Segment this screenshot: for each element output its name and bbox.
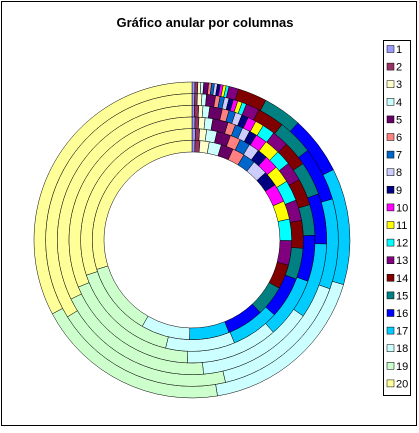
legend-label: 4 — [396, 97, 402, 109]
chart-title: Gráfico anular por columnas — [117, 15, 294, 30]
legend-swatch — [386, 221, 395, 229]
legend-label: 9 — [396, 185, 402, 197]
legend-label: 13 — [396, 255, 408, 267]
legend-label: 10 — [396, 202, 408, 214]
legend-label: 3 — [396, 79, 402, 91]
legend-swatch — [386, 45, 395, 53]
legend-swatch — [386, 274, 395, 282]
legend-swatch — [386, 62, 395, 71]
legend-label: 1 — [396, 44, 402, 56]
legend-swatch — [386, 80, 395, 88]
legend-label: 14 — [396, 273, 408, 285]
rings — [33, 81, 351, 399]
legend-swatch — [386, 238, 395, 247]
legend-label: 12 — [396, 238, 408, 250]
legend-label: 20 — [396, 378, 408, 390]
legend-swatch — [386, 256, 395, 264]
ring-segment — [289, 220, 304, 249]
legend-swatch — [386, 133, 395, 141]
legend-swatch — [386, 203, 395, 212]
legend-label: 16 — [396, 308, 408, 320]
legend-swatch — [386, 168, 395, 176]
legend-label: 2 — [396, 62, 402, 74]
ring-segment — [92, 140, 193, 270]
legend-swatch — [386, 344, 395, 352]
legend-swatch — [386, 150, 395, 159]
legend-label: 15 — [396, 290, 408, 302]
ring-segment — [191, 81, 196, 94]
legend-label: 18 — [396, 343, 408, 355]
legend-label: 17 — [396, 326, 408, 338]
legend-swatch — [386, 362, 395, 370]
legend-swatch — [386, 98, 395, 106]
legend-swatch — [386, 379, 395, 388]
legend-swatch — [386, 186, 395, 194]
legend-label: 6 — [396, 132, 402, 144]
legend-label: 19 — [396, 361, 408, 373]
legend-label: 7 — [396, 150, 402, 162]
legend-label: 8 — [396, 167, 402, 179]
ring-segment — [277, 218, 292, 241]
legend-swatch — [386, 326, 395, 335]
legend-swatch — [386, 291, 395, 300]
legend-swatch — [386, 309, 395, 317]
legend-label: 11 — [396, 220, 407, 232]
legend-label: 5 — [396, 114, 402, 126]
legend-swatch — [386, 115, 395, 124]
